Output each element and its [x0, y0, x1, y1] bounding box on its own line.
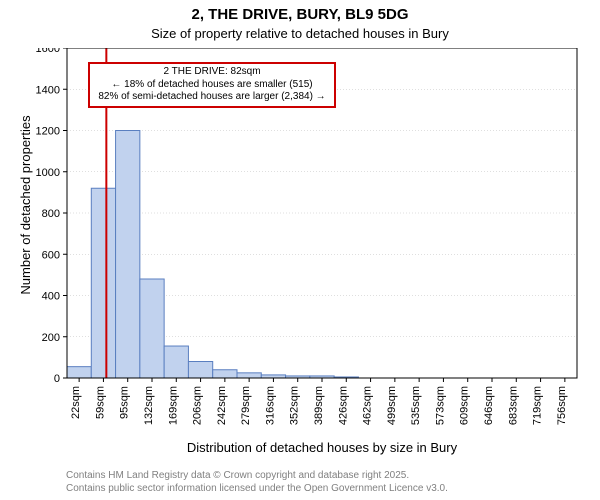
- svg-text:1600: 1600: [36, 48, 60, 55]
- svg-text:573sqm: 573sqm: [434, 386, 446, 425]
- svg-text:169sqm: 169sqm: [167, 386, 179, 425]
- svg-text:756sqm: 756sqm: [556, 386, 568, 425]
- svg-text:389sqm: 389sqm: [313, 386, 325, 425]
- svg-text:646sqm: 646sqm: [483, 386, 495, 425]
- svg-text:683sqm: 683sqm: [507, 386, 519, 425]
- svg-text:22sqm: 22sqm: [70, 386, 82, 419]
- svg-text:1000: 1000: [36, 167, 60, 179]
- svg-text:1200: 1200: [36, 126, 60, 138]
- svg-text:59sqm: 59sqm: [94, 386, 106, 419]
- footer-line1: Contains HM Land Registry data © Crown c…: [66, 470, 409, 481]
- svg-text:600: 600: [42, 249, 60, 261]
- svg-text:426sqm: 426sqm: [337, 386, 349, 425]
- svg-text:0: 0: [54, 373, 60, 385]
- footer-line2: Contains public sector information licen…: [66, 483, 448, 494]
- page-subtitle: Size of property relative to detached ho…: [0, 26, 600, 41]
- histogram-plot: 0 200 400 600 800 1000 1200 1400 1600 22sqm 59sqm 9…: [22, 48, 592, 448]
- svg-text:535sqm: 535sqm: [410, 386, 422, 425]
- svg-text:95sqm: 95sqm: [119, 386, 131, 419]
- svg-text:609sqm: 609sqm: [459, 386, 471, 425]
- svg-text:499sqm: 499sqm: [386, 386, 398, 425]
- svg-text:242sqm: 242sqm: [216, 386, 228, 425]
- svg-text:800: 800: [42, 208, 60, 220]
- chart-container: { "title": { "line1": "2, THE DRIVE, BUR…: [0, 0, 600, 500]
- svg-text:316sqm: 316sqm: [264, 386, 276, 425]
- annotation-line2: ← 18% of detached houses are smaller (51…: [94, 79, 330, 92]
- svg-text:1400: 1400: [36, 84, 60, 96]
- svg-text:719sqm: 719sqm: [532, 386, 544, 425]
- svg-text:279sqm: 279sqm: [240, 386, 252, 425]
- svg-text:400: 400: [42, 291, 60, 303]
- page-title: 2, THE DRIVE, BURY, BL9 5DG: [0, 6, 600, 23]
- svg-text:132sqm: 132sqm: [143, 386, 155, 425]
- svg-text:206sqm: 206sqm: [192, 386, 204, 425]
- svg-text:200: 200: [42, 332, 60, 344]
- annotation-line3: 82% of semi-detached houses are larger (…: [94, 91, 330, 104]
- annotation-box: 2 THE DRIVE: 82sqm ← 18% of detached hou…: [88, 62, 336, 108]
- svg-text:352sqm: 352sqm: [289, 386, 301, 425]
- svg-text:462sqm: 462sqm: [362, 386, 374, 425]
- annotation-line1: 2 THE DRIVE: 82sqm: [94, 66, 330, 79]
